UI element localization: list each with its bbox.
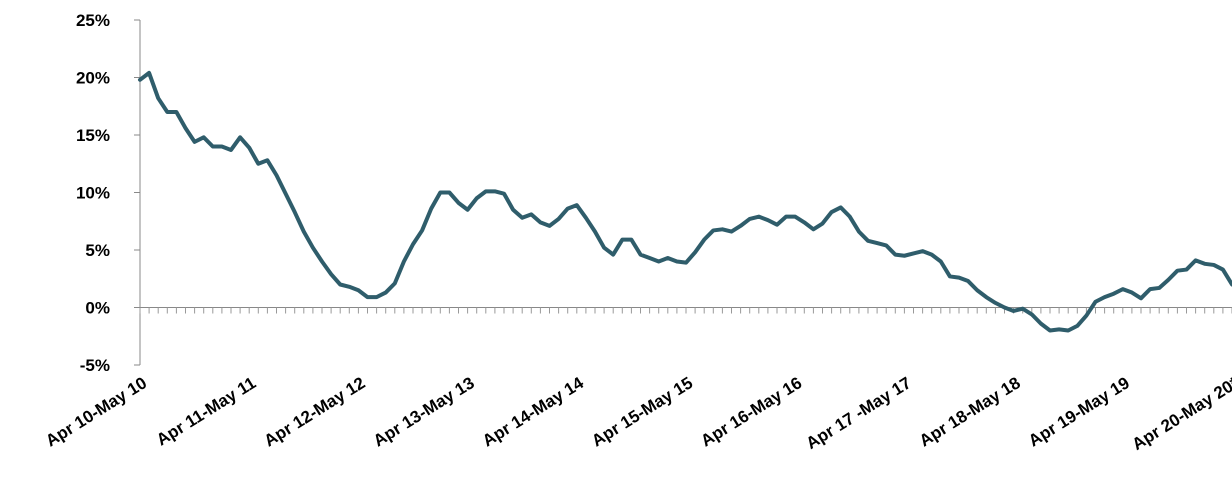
y-tick-label: 15% [76,126,110,145]
x-tick-label: Apr 20-May 20* [1129,373,1232,454]
y-tick-label: 10% [76,184,110,203]
x-tick-label: Apr 16-May 16 [697,373,805,450]
x-tick-label: Apr 15-May 15 [588,373,696,450]
x-tick-label: Apr 13-May 13 [370,373,478,450]
x-tick-label: Apr 12-May 12 [261,373,369,450]
x-tick-label: Apr 18-May 18 [916,373,1024,450]
data-line [138,70,1232,333]
x-tick-label: Apr 17 -May 17 [803,373,915,453]
y-tick-label: -5% [80,356,110,375]
x-tick-label: Apr 10-May 10 [42,373,150,450]
x-tick-label: Apr 14-May 14 [479,373,587,450]
y-tick-label: 20% [76,69,110,88]
y-tick-label: 25% [76,11,110,30]
x-tick-label: Apr 19-May 19 [1025,373,1133,450]
y-tick-label: 5% [85,241,110,260]
x-tick-label: Apr 11-May 11 [153,373,259,449]
y-tick-label: 0% [85,299,110,318]
